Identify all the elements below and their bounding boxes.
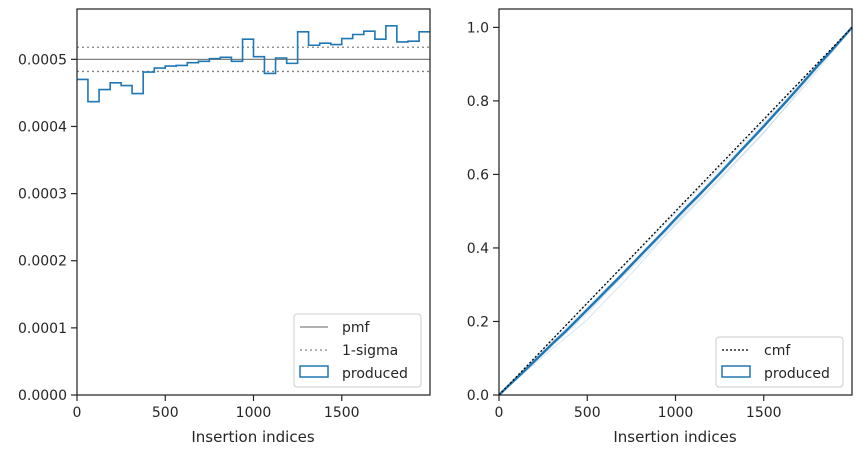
produced-cdf-line [498, 26, 853, 396]
pmf-legend: pmf 1-sigma produced [293, 313, 422, 388]
pmf-ticks: 0 500 1000 1500 0.0000 0.0001 0.0002 0.0003 0.00… [18, 52, 360, 421]
sample-cdf-line [498, 27, 853, 396]
pmf-plot-area [77, 24, 430, 103]
pmf-legend-pmf-label: pmf [342, 320, 371, 336]
pmf-legend-produced-swatch [299, 365, 329, 378]
cmf-x-tick-label: 0 [495, 405, 504, 421]
cmf-y-tick-label: 0.0 [467, 388, 489, 404]
cmf-legend-cmf-label: cmf [764, 343, 791, 359]
pmf-y-tick-label: 0.0003 [18, 187, 67, 203]
cmf-y-tick-label: 0.2 [467, 314, 489, 330]
pmf-legend-sigma-label: 1-sigma [342, 343, 398, 359]
cmf-legend: cmf produced [715, 336, 844, 388]
cmf-legend-produced-label: produced [764, 366, 830, 382]
cmf-y-tick-label: 0.8 [467, 94, 489, 110]
cmf-x-tick-label: 500 [574, 405, 601, 421]
cmf-y-tick-label: 1.0 [467, 20, 489, 36]
pmf-y-tick-label: 0.0000 [18, 388, 67, 404]
pmf-legend-frame [293, 313, 422, 388]
pmf-y-tick-label: 0.0005 [18, 52, 67, 68]
pmf-y-tick-label: 0.0001 [18, 321, 67, 337]
cmf-legend-produced-swatch [721, 365, 751, 378]
pmf-y-tick-label: 0.0002 [18, 254, 67, 270]
cmf-y-tick-label: 0.6 [467, 167, 489, 183]
cmf-line [498, 26, 853, 396]
pmf-x-tick-label: 500 [152, 405, 179, 421]
cmf-panel: 0 500 1000 1500 0.0 0.2 0.4 0.6 0.8 1.0 Insertion… [467, 8, 853, 446]
cmf-x-axis-label: Insertion indices [613, 428, 736, 446]
pmf-panel: 0 500 1000 1500 0.0000 0.0001 0.0002 0.0003 0.00… [18, 8, 431, 446]
pmf-x-tick-label: 1500 [324, 405, 360, 421]
cmf-x-tick-label: 1500 [746, 405, 782, 421]
pmf-x-tick-label: 0 [73, 405, 82, 421]
cmf-y-tick-label: 0.4 [467, 241, 489, 257]
pmf-legend-produced-label: produced [342, 366, 408, 382]
pmf-x-axis-label: Insertion indices [191, 428, 314, 446]
produced-step-series [77, 24, 430, 103]
cmf-x-tick-label: 1000 [658, 405, 694, 421]
cmf-plot-area [498, 26, 853, 396]
cmf-ticks: 0 500 1000 1500 0.0 0.2 0.4 0.6 0.8 1.0 [467, 20, 782, 421]
pmf-y-tick-label: 0.0004 [18, 119, 67, 135]
pmf-x-tick-label: 1000 [236, 405, 272, 421]
